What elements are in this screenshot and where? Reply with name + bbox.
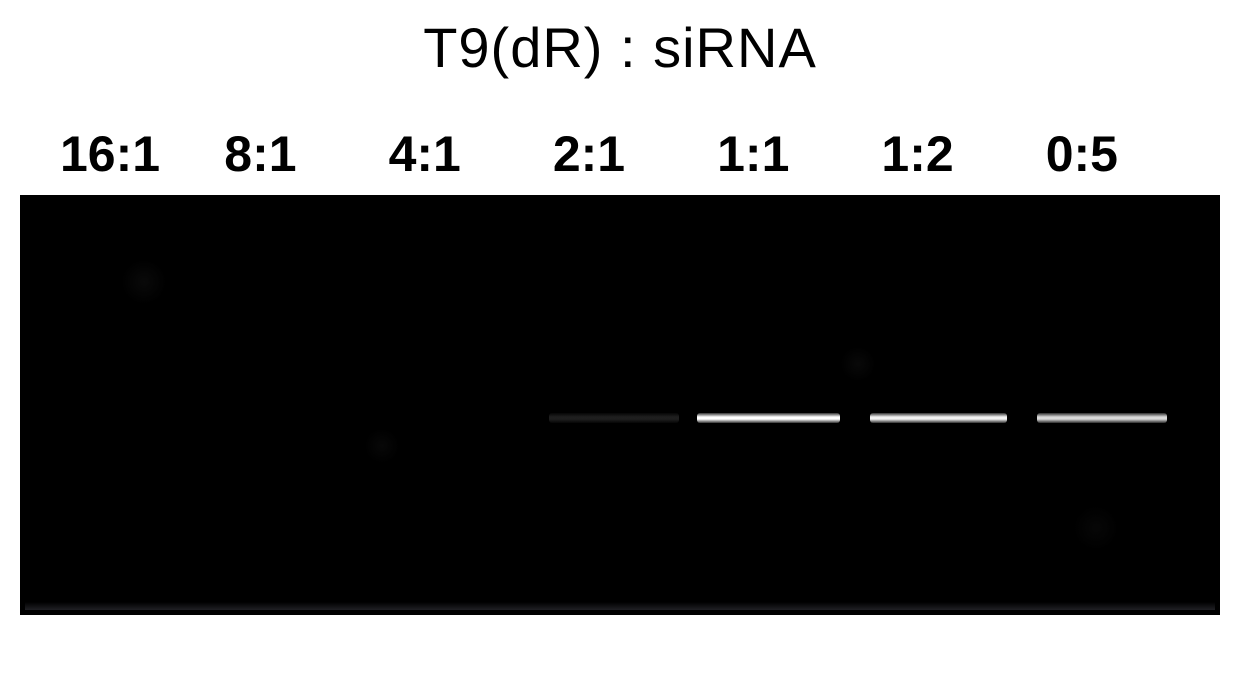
ratio-label: 16:1 — [60, 125, 224, 183]
ratio-labels-row: 16:1 8:1 4:1 2:1 1:1 1:2 0:5 — [30, 125, 1210, 183]
gel-image-container — [20, 195, 1220, 615]
gel-background — [25, 200, 1215, 610]
ratio-label: 1:1 — [717, 125, 881, 183]
figure-title: T9(dR) : siRNA — [423, 15, 817, 80]
gel-band — [697, 413, 840, 423]
ratio-label: 8:1 — [224, 125, 388, 183]
gel-texture — [25, 200, 1215, 610]
gel-band — [870, 413, 1007, 423]
gel-band — [1037, 413, 1168, 423]
ratio-label: 0:5 — [1046, 125, 1210, 183]
gel-band — [549, 413, 680, 423]
ratio-label: 4:1 — [389, 125, 553, 183]
ratio-label: 2:1 — [553, 125, 717, 183]
gel-bottom-edge — [25, 602, 1215, 610]
ratio-label: 1:2 — [881, 125, 1045, 183]
